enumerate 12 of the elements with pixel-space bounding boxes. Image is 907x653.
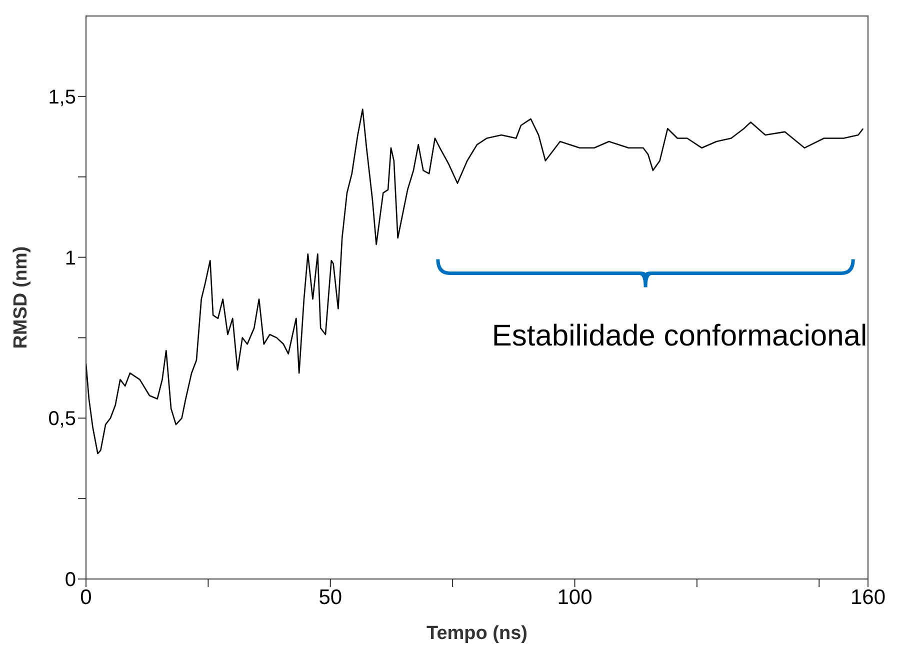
y-tick-label: 0: [64, 569, 76, 592]
x-tick-label: 50: [318, 586, 342, 609]
y-tick-label: 1: [64, 247, 76, 270]
line-series: [86, 108, 864, 454]
x-axis-title: Tempo (ns): [426, 623, 528, 644]
y-axis-title: RMSD (nm): [10, 246, 32, 349]
y-tick-label: 0,5: [48, 408, 76, 430]
x-tick-label: 0: [80, 586, 92, 609]
x-tick-label: 100: [557, 586, 592, 609]
y-tick-label: 1,5: [48, 86, 76, 109]
x-tick-label: 160: [850, 586, 886, 609]
annotation: Estabilidade conformacional: [492, 319, 868, 352]
